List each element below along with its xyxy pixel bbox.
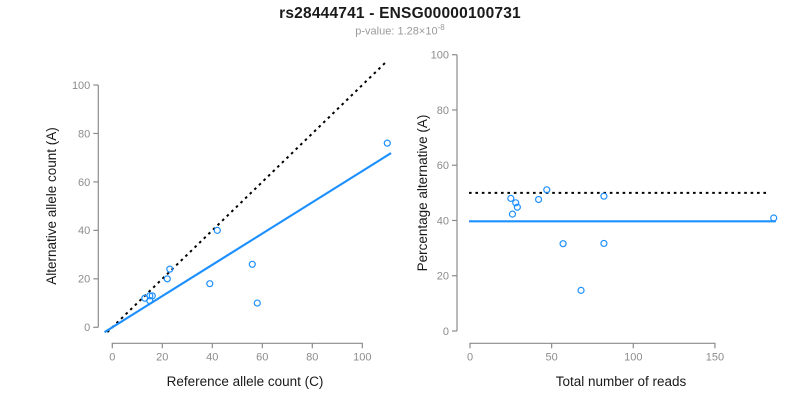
data-point [543,186,551,194]
y-tick-label: 0 [443,326,449,338]
y-axis-title: Percentage alternative (A) [415,115,430,272]
fit-line [103,152,392,334]
x-tick-label: 0 [467,351,473,363]
data-point [163,275,171,283]
x-tick-label: 150 [706,351,724,363]
data-point [600,192,608,200]
data-point [770,214,778,222]
y-tick-label: 20 [78,274,90,286]
y-tick-label: 20 [437,271,449,283]
x-axis-title: Total number of reads [556,374,687,389]
data-point [513,203,521,211]
x-tick-label: 20 [156,351,168,363]
data-point [206,280,214,288]
points-layer [507,186,778,294]
data-point [559,240,567,248]
y-tick-label: 60 [437,160,449,172]
data-point [600,239,608,248]
y-tick-label: 0 [84,322,90,334]
x-tick-label: 80 [306,351,318,363]
p-value-exponent: -8 [437,23,445,32]
data-point [507,194,515,202]
data-point [577,286,585,294]
data-point [512,199,520,207]
left-plot: 0 20 40 60 80 100 0 20 40 60 80 100 Reference allele… [44,60,392,389]
y-tick-label: 60 [78,177,90,189]
data-point [508,210,517,218]
y-tick-label: 100 [72,80,90,92]
data-point [213,226,221,234]
p-value-subtitle: p-value: 1.28×10-8 [0,23,800,38]
p-value-base: 10 [425,25,438,38]
data-point [248,260,256,268]
data-point [383,139,391,147]
p-value-times-sign: × [418,25,426,38]
y-tick-label: 80 [437,105,449,117]
data-point [534,195,543,204]
axes: 0 20 40 60 80 100 0 20 40 60 80 100 [72,80,372,363]
figure-title: rs28444741 - ENSG00000100731 [279,5,521,22]
data-point [253,299,261,307]
data-point [166,265,174,273]
data-point [146,292,154,300]
x-tick-label: 60 [256,351,268,363]
axes: 0 20 40 60 80 100 0 50 100 150 [431,50,724,364]
y-tick-label: 40 [437,215,449,227]
x-axis-title: Reference allele count (C) [167,374,324,389]
y-tick-label: 40 [78,225,90,237]
y-tick-label: 100 [431,50,449,62]
p-value-prefix: p-value: 1.28 [355,25,419,38]
data-point [146,297,154,305]
x-tick-label: 100 [624,351,642,363]
identity-line [106,60,388,333]
points-layer [141,139,391,307]
x-tick-label: 40 [206,351,218,363]
x-tick-label: 50 [546,351,558,363]
x-tick-label: 0 [109,351,115,363]
y-tick-label: 80 [78,128,90,140]
y-axis-title: Alternative allele count (A) [44,127,59,285]
right-plot: 0 20 40 60 80 100 0 50 100 150 Total number of rea… [415,50,778,389]
x-tick-label: 100 [353,351,371,363]
